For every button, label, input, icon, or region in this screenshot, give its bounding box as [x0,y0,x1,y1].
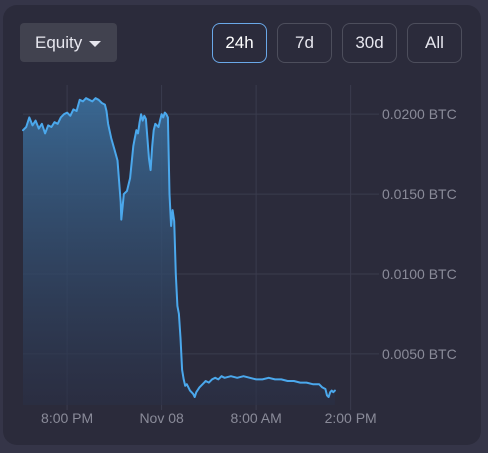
series-area [23,98,335,405]
range-button-24h[interactable]: 24h [212,23,267,63]
y-tick-label: 0.0150 BTC [382,186,457,202]
series-line [22,97,336,398]
range-button-label: All [425,33,444,52]
y-tick-label: 0.0100 BTC [382,266,457,282]
range-button-label: 24h [225,33,254,52]
y-tick-label: 0.0200 BTC [382,106,457,122]
range-button-label: 30d [355,33,384,52]
x-tick-label: Nov 08 [139,410,184,426]
chevron-down-icon [89,40,102,47]
range-button-30d[interactable]: 30d [342,23,397,63]
x-tick-label: 2:00 PM [325,410,377,426]
metric-dropdown[interactable]: Equity [20,23,117,62]
range-button-label: 7d [295,33,314,52]
y-tick-label: 0.0050 BTC [382,346,457,362]
range-button-7d[interactable]: 7d [277,23,332,63]
x-tick-label: 8:00 AM [230,410,281,426]
equity-chart-panel: Equity 24h 7d 30d All 0.0050 BTC 0.0100 B… [3,5,481,445]
metric-dropdown-label: Equity [35,32,83,52]
x-tick-label: 8:00 PM [41,410,93,426]
equity-area-chart: 0.0050 BTC 0.0100 BTC 0.0150 BTC 0.0200 BTC… [22,85,457,426]
range-button-all[interactable]: All [407,23,462,63]
